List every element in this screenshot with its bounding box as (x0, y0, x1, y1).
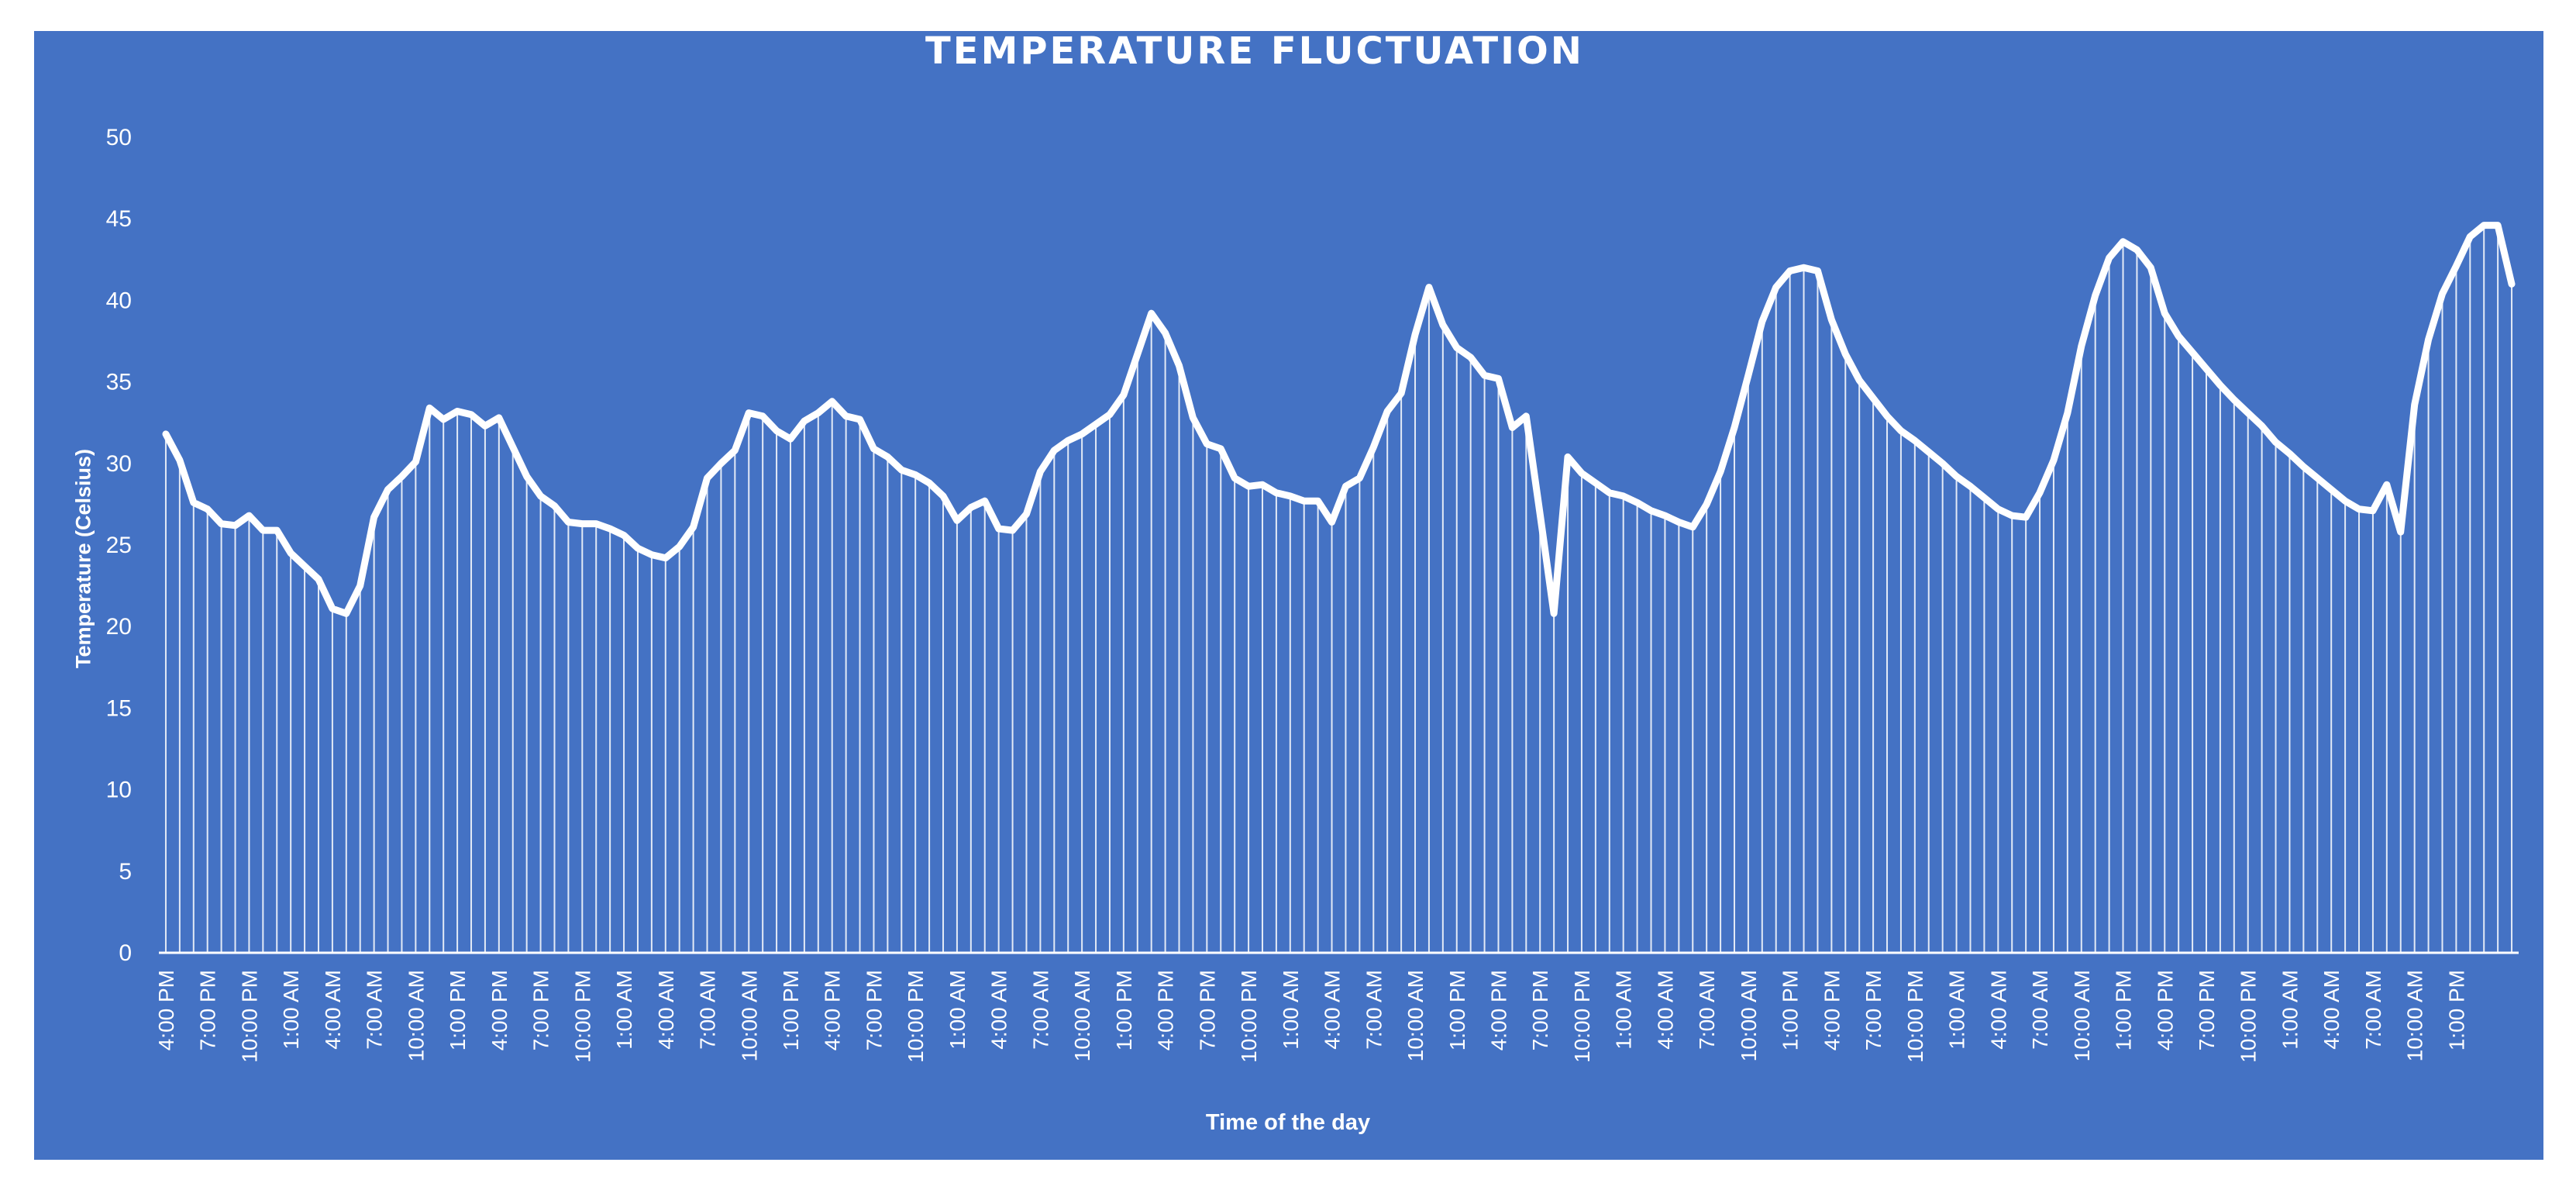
y-tick-label: 40 (106, 288, 132, 313)
x-tick-label: 1:00 PM (1779, 970, 1803, 1050)
x-tick-label: 4:00 AM (2319, 970, 2344, 1050)
x-tick-label: 10:00 AM (404, 970, 428, 1061)
x-tick-label: 10:00 PM (1570, 970, 1594, 1063)
temperature-line (162, 222, 2516, 617)
x-tick-label: 4:00 PM (487, 970, 511, 1050)
x-tick-label: 4:00 PM (1154, 970, 1178, 1050)
x-tick-label: 10:00 AM (2070, 970, 2094, 1061)
x-tick-label: 7:00 AM (2361, 970, 2385, 1050)
x-tick-label: 4:00 PM (1820, 970, 1844, 1050)
x-tick-label: 7:00 PM (529, 970, 553, 1050)
x-tick-label: 1:00 AM (1279, 970, 1303, 1050)
x-tick-label: 4:00 AM (654, 970, 678, 1050)
x-tick-label: 10:00 PM (2237, 970, 2261, 1063)
y-tick-label: 10 (106, 778, 132, 803)
chart-area (34, 31, 2543, 1160)
x-tick-labels: 4:00 PM 7:00 PM 10:00 PM 1:00 AM 4:00 AM 7:00… (154, 970, 2468, 1063)
x-tick-label: 7:00 PM (196, 970, 220, 1050)
y-tick-label: 15 (106, 695, 132, 721)
x-tick-label: 7:00 AM (1695, 970, 1719, 1050)
x-tick-label: 4:00 AM (987, 970, 1011, 1050)
x-tick-label: 4:00 PM (2153, 970, 2177, 1050)
y-tick-label: 0 (119, 940, 132, 966)
x-tick-label: 10:00 AM (1070, 970, 1094, 1061)
x-tick-label: 7:00 PM (1861, 970, 1886, 1050)
x-tick-label: 4:00 PM (1486, 970, 1510, 1050)
x-tick-label: 1:00 PM (779, 970, 803, 1050)
y-tick-label: 30 (106, 451, 132, 477)
chart-title: TEMPERATURE FLUCTUATION (925, 29, 1584, 73)
y-tick-label: 35 (106, 370, 132, 395)
y-tick-label: 45 (106, 206, 132, 232)
x-tick-label: 10:00 AM (2403, 970, 2427, 1061)
x-tick-label: 10:00 PM (570, 970, 594, 1063)
x-tick-label: 1:00 PM (2112, 970, 2136, 1050)
x-tick-label: 10:00 PM (1237, 970, 1261, 1063)
x-tick-label: 7:00 PM (1528, 970, 1552, 1050)
x-tick-label: 1:00 AM (1945, 970, 1969, 1050)
x-tick-label: 10:00 PM (904, 970, 928, 1063)
x-tick-label: 7:00 AM (1362, 970, 1386, 1050)
x-tick-label: 1:00 AM (1612, 970, 1636, 1050)
x-tick-label: 1:00 AM (279, 970, 303, 1050)
x-axis-title: Time of the day (1205, 1110, 1371, 1135)
y-tick-labels: 0 5 10 15 20 25 30 35 40 45 50 (106, 125, 132, 966)
x-tick-label: 7:00 AM (1028, 970, 1052, 1050)
drop-lines (164, 225, 2513, 953)
x-tick-label: 7:00 PM (2195, 970, 2219, 1050)
x-tick-label: 10:00 AM (737, 970, 761, 1061)
x-tick-label: 4:00 PM (821, 970, 845, 1050)
y-tick-label: 20 (106, 614, 132, 640)
x-tick-label: 7:00 AM (696, 970, 720, 1050)
x-tick-label: 10:00 AM (1403, 970, 1427, 1061)
x-tick-label: 7:00 AM (363, 970, 387, 1050)
y-axis-title: Temperature (Celsius) (71, 448, 95, 669)
x-tick-label: 10:00 PM (237, 970, 261, 1063)
x-tick-label: 10:00 PM (1903, 970, 1927, 1063)
x-tick-label: 4:00 AM (1321, 970, 1345, 1050)
x-tick-label: 4:00 AM (321, 970, 345, 1050)
x-tick-label: 1:00 PM (1445, 970, 1469, 1050)
x-tick-label: 1:00 AM (2278, 970, 2302, 1050)
x-tick-label: 10:00 AM (1737, 970, 1761, 1061)
y-tick-label: 25 (106, 533, 132, 558)
x-tick-label: 1:00 PM (1112, 970, 1136, 1050)
x-tick-label: 4:00 PM (154, 970, 178, 1050)
x-tick-label: 4:00 AM (1986, 970, 2010, 1050)
x-tick-label: 1:00 PM (446, 970, 470, 1050)
x-tick-label: 7:00 AM (2028, 970, 2052, 1050)
x-tick-label: 1:00 AM (945, 970, 969, 1050)
y-tick-label: 50 (106, 125, 132, 150)
x-tick-label: 7:00 PM (1195, 970, 1219, 1050)
x-tick-label: 1:00 AM (612, 970, 636, 1050)
x-tick-label: 1:00 PM (2444, 970, 2468, 1050)
x-tick-label: 4:00 AM (1653, 970, 1677, 1050)
x-tick-label: 7:00 PM (862, 970, 886, 1050)
y-tick-label: 5 (119, 859, 132, 885)
